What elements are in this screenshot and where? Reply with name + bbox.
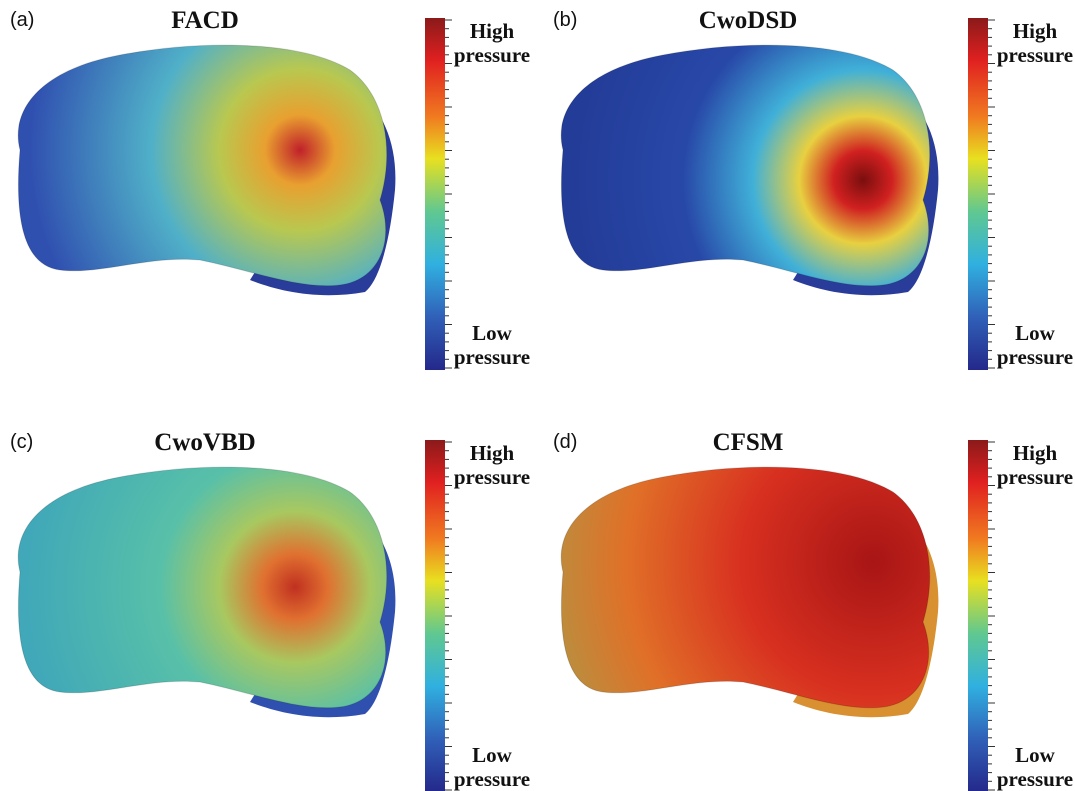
- high-label: pressure: [997, 43, 1073, 67]
- high-label: pressure: [454, 465, 530, 489]
- panel-title: CwoVBD: [154, 429, 255, 456]
- low-label: Low: [472, 743, 513, 767]
- panel-label: (a): [10, 9, 34, 31]
- colorbar: [968, 18, 988, 370]
- high-label: High: [470, 441, 515, 465]
- panel-title: CwoDSD: [699, 7, 798, 34]
- colorbar: [968, 440, 988, 791]
- low-label: Low: [1015, 743, 1056, 767]
- low-label: pressure: [454, 767, 530, 791]
- high-label: pressure: [454, 43, 530, 67]
- femur-surface: [561, 467, 930, 708]
- low-label: pressure: [454, 345, 530, 369]
- colorbar: [425, 440, 445, 791]
- high-label: High: [470, 19, 515, 43]
- low-label: Low: [472, 321, 513, 345]
- high-label: High: [1013, 19, 1058, 43]
- femur-surface: [18, 45, 387, 286]
- panel-title: FACD: [171, 7, 239, 34]
- femur-surface: [18, 467, 387, 708]
- low-label: pressure: [997, 767, 1073, 791]
- panel-title: CFSM: [713, 429, 784, 456]
- colorbar: [425, 18, 445, 370]
- high-label: pressure: [997, 465, 1073, 489]
- panel-label: (b): [553, 9, 577, 31]
- panel-label: (d): [553, 431, 577, 453]
- low-label: pressure: [997, 345, 1073, 369]
- figure: (a)FACDHighpressureLowpressure(b)CwoDSDH…: [0, 0, 1075, 791]
- high-label: High: [1013, 441, 1058, 465]
- femur-surface: [561, 45, 930, 286]
- low-label: Low: [1015, 321, 1056, 345]
- panel-label: (c): [10, 431, 33, 453]
